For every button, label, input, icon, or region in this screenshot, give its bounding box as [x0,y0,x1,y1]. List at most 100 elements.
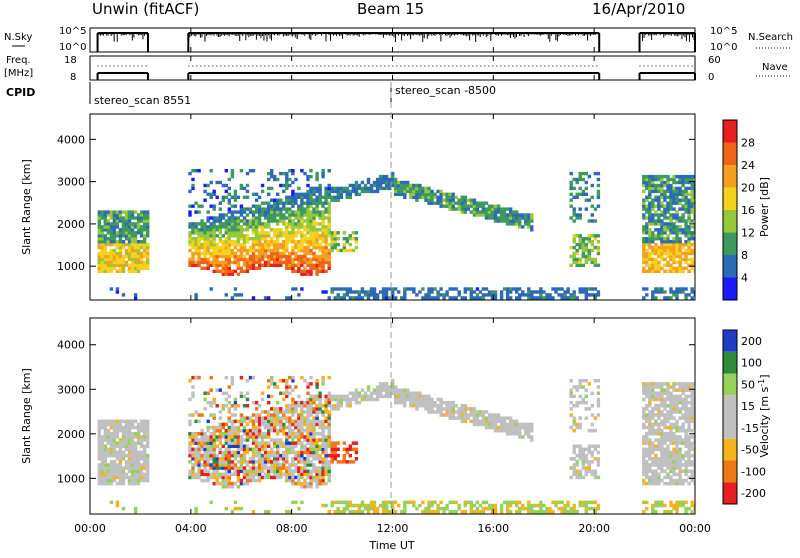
velocity-cell [576,426,579,430]
power-cell [331,190,334,193]
power-cell [104,264,107,267]
power-cell [309,210,312,213]
velocity-cell [243,395,246,399]
velocity-cell [412,398,415,402]
power-cell [194,222,197,225]
velocity-cell [122,435,125,439]
power-cell [110,243,113,246]
velocity-cell [203,438,206,442]
power-cell [527,225,530,228]
velocity-cell [470,413,473,417]
power-cell [297,255,300,258]
velocity-cell [131,457,134,461]
velocity-cell [352,398,355,402]
velocity-cell [255,416,258,420]
velocity-cell [249,466,252,470]
power-cell [657,202,660,205]
velocity-cell [300,435,303,439]
power-cell [113,222,116,225]
power-cell [657,287,660,290]
velocity-cell [343,398,346,402]
power-cell [188,234,191,237]
velocity-cell [285,476,288,480]
power-cell [252,240,255,243]
power-cell [591,287,594,290]
velocity-cell [306,420,309,424]
power-cell [225,267,228,270]
power-cell [406,181,409,184]
power-cell [315,207,318,210]
power-cell [140,267,143,270]
velocity-cell [270,407,273,411]
power-cell [321,261,324,264]
power-cell [657,290,660,293]
power-cell [231,273,234,276]
power-cell [654,228,657,231]
power-cell [288,258,291,261]
power-cell [131,228,134,231]
velocity-cell [318,404,321,408]
velocity-cell [203,457,206,461]
power-cell [594,207,597,210]
power-cell [249,219,252,222]
power-cell [678,246,681,249]
power-cell [648,255,651,258]
velocity-cell [315,445,318,449]
power-cell [225,240,228,243]
power-cell [207,228,210,231]
power-cell [312,216,315,219]
velocity-cell [131,463,134,467]
power-cell [194,249,197,252]
power-cell [479,205,482,208]
power-cell [194,202,197,205]
power-cell [219,216,222,219]
velocity-cell [642,426,645,430]
velocity-cell [343,501,346,505]
power-cell [116,255,119,258]
power-cell [146,216,149,219]
velocity-cell [527,504,530,508]
velocity-cell [270,416,273,420]
power-cell [654,264,657,267]
power-cell [494,216,497,219]
nsearch-label: N.Search [748,32,793,43]
power-cell [143,249,146,252]
power-cell [98,243,101,246]
power-cell [282,172,285,175]
velocity-cell [101,457,104,461]
power-cell [657,267,660,270]
velocity-cell [216,476,219,480]
power-cell [421,187,424,190]
velocity-cell [500,423,503,427]
velocity-cell [445,507,448,511]
velocity-cell [458,410,461,414]
power-cell [104,237,107,240]
power-cell [491,216,494,219]
power-cell [379,184,382,187]
power-cell [225,270,228,273]
velocity-cell [482,410,485,414]
velocity-cell [125,473,128,477]
power-cell [240,225,243,228]
power-cell [143,225,146,228]
power-cell [273,216,276,219]
velocity-cell [370,395,373,399]
power-cell [449,199,452,202]
power-cell [654,205,657,208]
power-cell [267,216,270,219]
power-cell [243,219,246,222]
velocity-cell [264,445,267,449]
power-cell [645,199,648,202]
power-cell [642,175,645,178]
power-cell [228,193,231,196]
velocity-cell [300,470,303,474]
power-cell [134,246,137,249]
power-cell [264,231,267,234]
power-cell [309,202,312,205]
power-cell [231,252,234,255]
power-cell [125,249,128,252]
velocity-cell [267,473,270,477]
velocity-cell [234,466,237,470]
velocity-cell [488,416,491,420]
